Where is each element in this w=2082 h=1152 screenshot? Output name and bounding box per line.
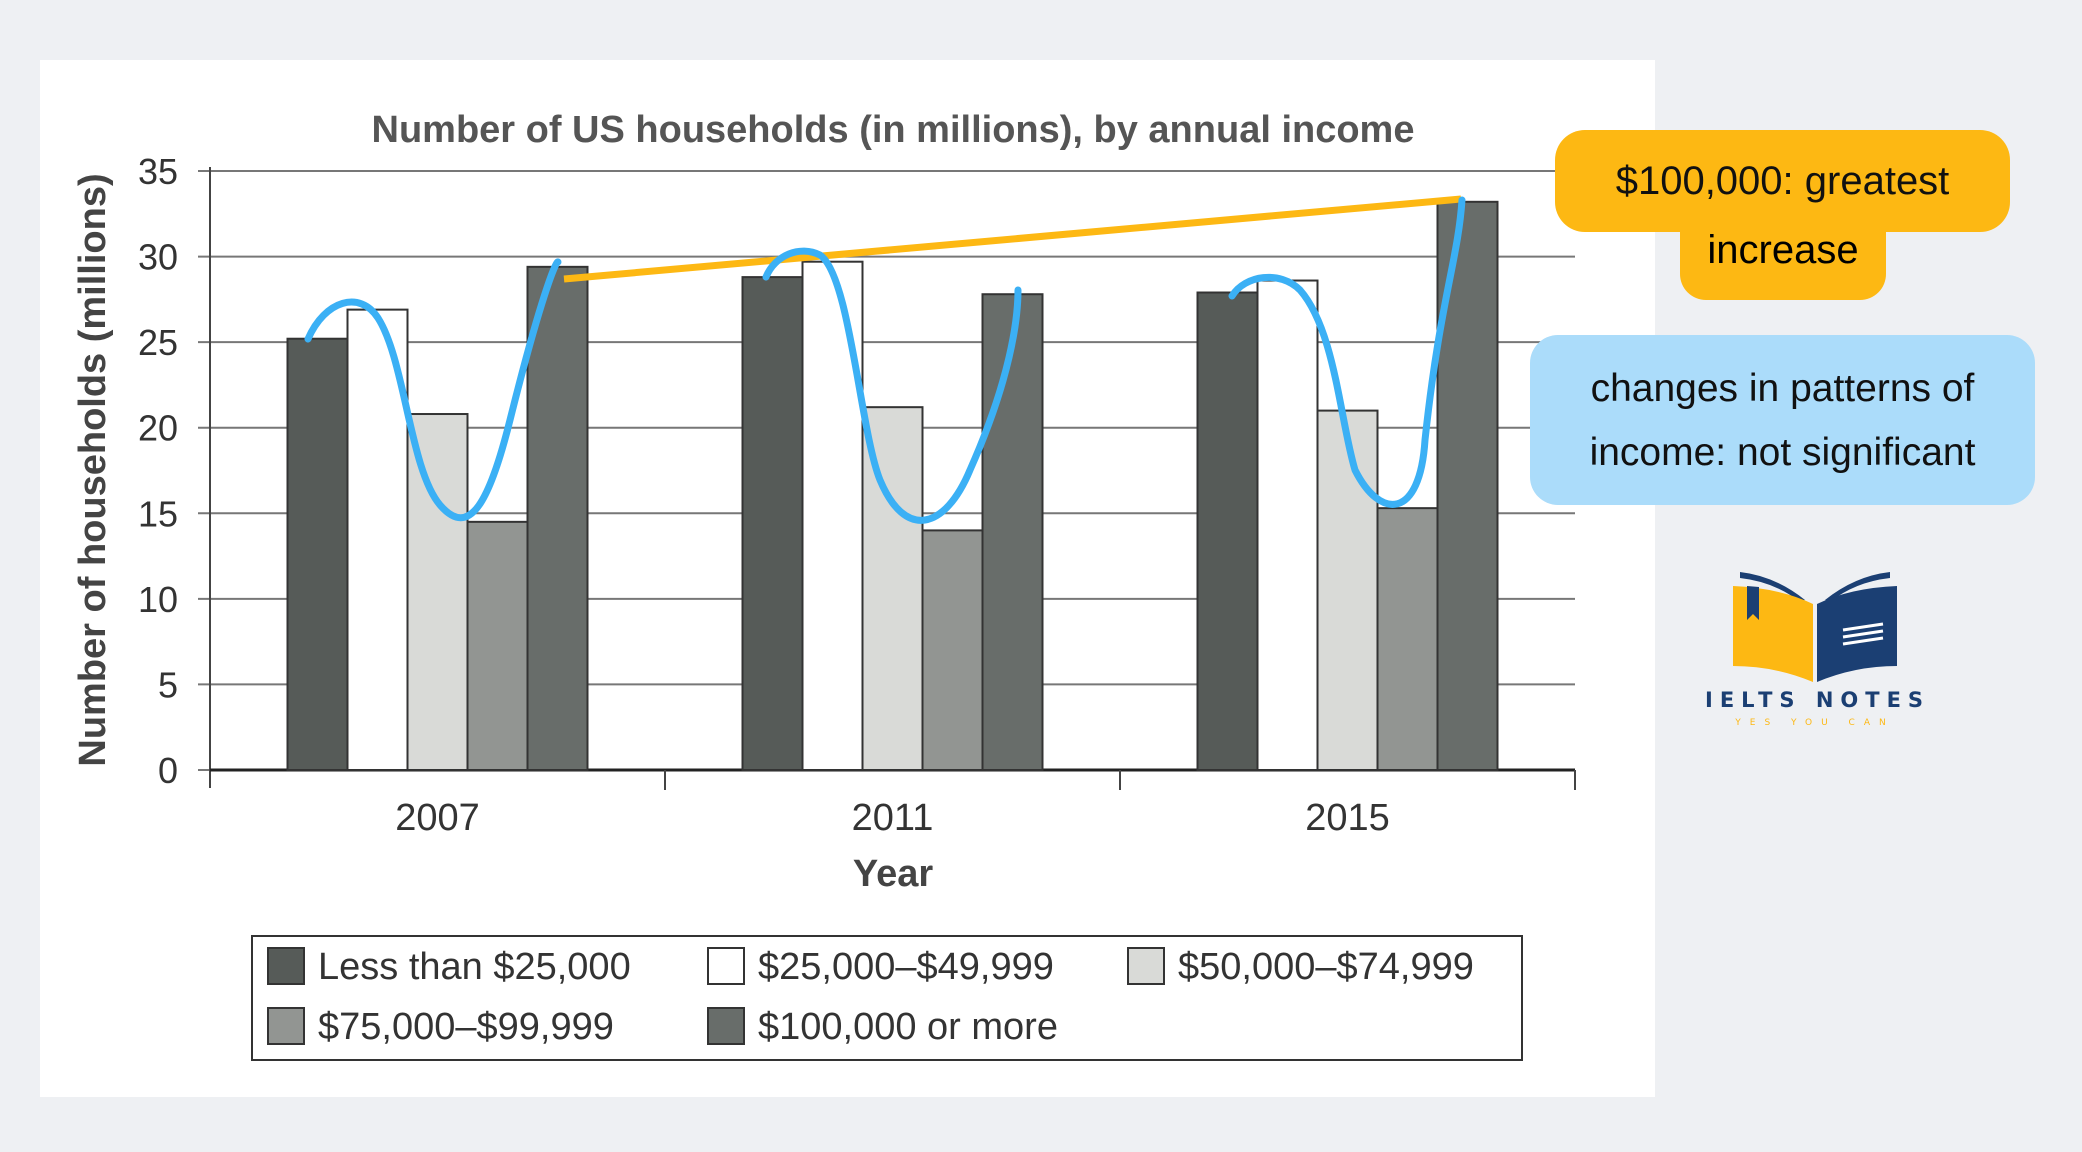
legend-swatch (707, 1007, 745, 1045)
handdrawn-curve-annotation (762, 247, 1022, 524)
note-patterns: changes in patterns of income: not signi… (1530, 335, 2035, 505)
bar-2015-3 (1316, 409, 1379, 771)
open-book-icon (1733, 572, 1897, 682)
logo-title: IELTS NOTES (1705, 688, 1931, 712)
legend-label: Less than $25,000 (318, 946, 631, 988)
y-tick-label: 15 (138, 493, 178, 534)
bar-2007-3 (406, 413, 469, 771)
bar-2011-4 (921, 529, 984, 772)
legend-box (251, 935, 1523, 1061)
y-tick-label: 5 (158, 664, 178, 705)
legend-label: $75,000–$99,999 (318, 1006, 614, 1048)
legend-label: $100,000 or more (758, 1006, 1058, 1048)
x-tick-label: 2011 (852, 797, 934, 839)
bar-2011-1 (741, 276, 804, 771)
y-axis-label: Number of households (millions) (72, 173, 114, 766)
bar-2015-2 (1256, 279, 1319, 771)
y-tick-label: 0 (158, 750, 178, 791)
legend-swatch (707, 947, 745, 985)
handdrawn-curve-annotation (1228, 196, 1466, 508)
note-text: income: not significant (1589, 431, 1976, 474)
bar-2011-5 (981, 293, 1044, 771)
bar-2015-1 (1196, 291, 1259, 771)
bar-2007-5 (526, 265, 589, 771)
bar-2007-4 (466, 520, 529, 771)
note-text: changes in patterns of (1590, 367, 1975, 410)
y-tick-label: 25 (138, 322, 178, 363)
logo-subtitle: YES YOU CAN (1735, 718, 1895, 728)
y-tick-label: 20 (138, 408, 178, 449)
x-tick-label: 2007 (395, 797, 480, 839)
legend-swatch (1127, 947, 1165, 985)
trend-line-annotation (563, 195, 1462, 283)
note-greatest-increase: $100,000: greatest (1555, 130, 2010, 232)
bar-2007-2 (346, 308, 409, 771)
y-tick-label: 35 (138, 151, 178, 192)
handdrawn-curve-annotation (304, 258, 562, 522)
legend-swatch (267, 947, 305, 985)
y-tick-label: 30 (138, 237, 178, 278)
x-axis-label: Year (853, 853, 934, 895)
legend-label: $50,000–$74,999 (1178, 946, 1474, 988)
ielts-notes-logo: IELTS NOTES YES YOU CAN (1705, 570, 1925, 735)
note-text: increase (1707, 228, 1859, 272)
x-tick-label: 2015 (1305, 797, 1390, 839)
bar-2007-1 (286, 337, 349, 771)
bar-2015-4 (1376, 507, 1439, 771)
note-greatest-increase-tab: increase (1680, 225, 1886, 300)
y-tick-label: 10 (138, 579, 178, 620)
note-text: $100,000: greatest (1615, 159, 1950, 203)
chart-title: Number of US households (in millions), b… (372, 109, 1415, 151)
legend-label: $25,000–$49,999 (758, 946, 1054, 988)
legend-swatch (267, 1007, 305, 1045)
